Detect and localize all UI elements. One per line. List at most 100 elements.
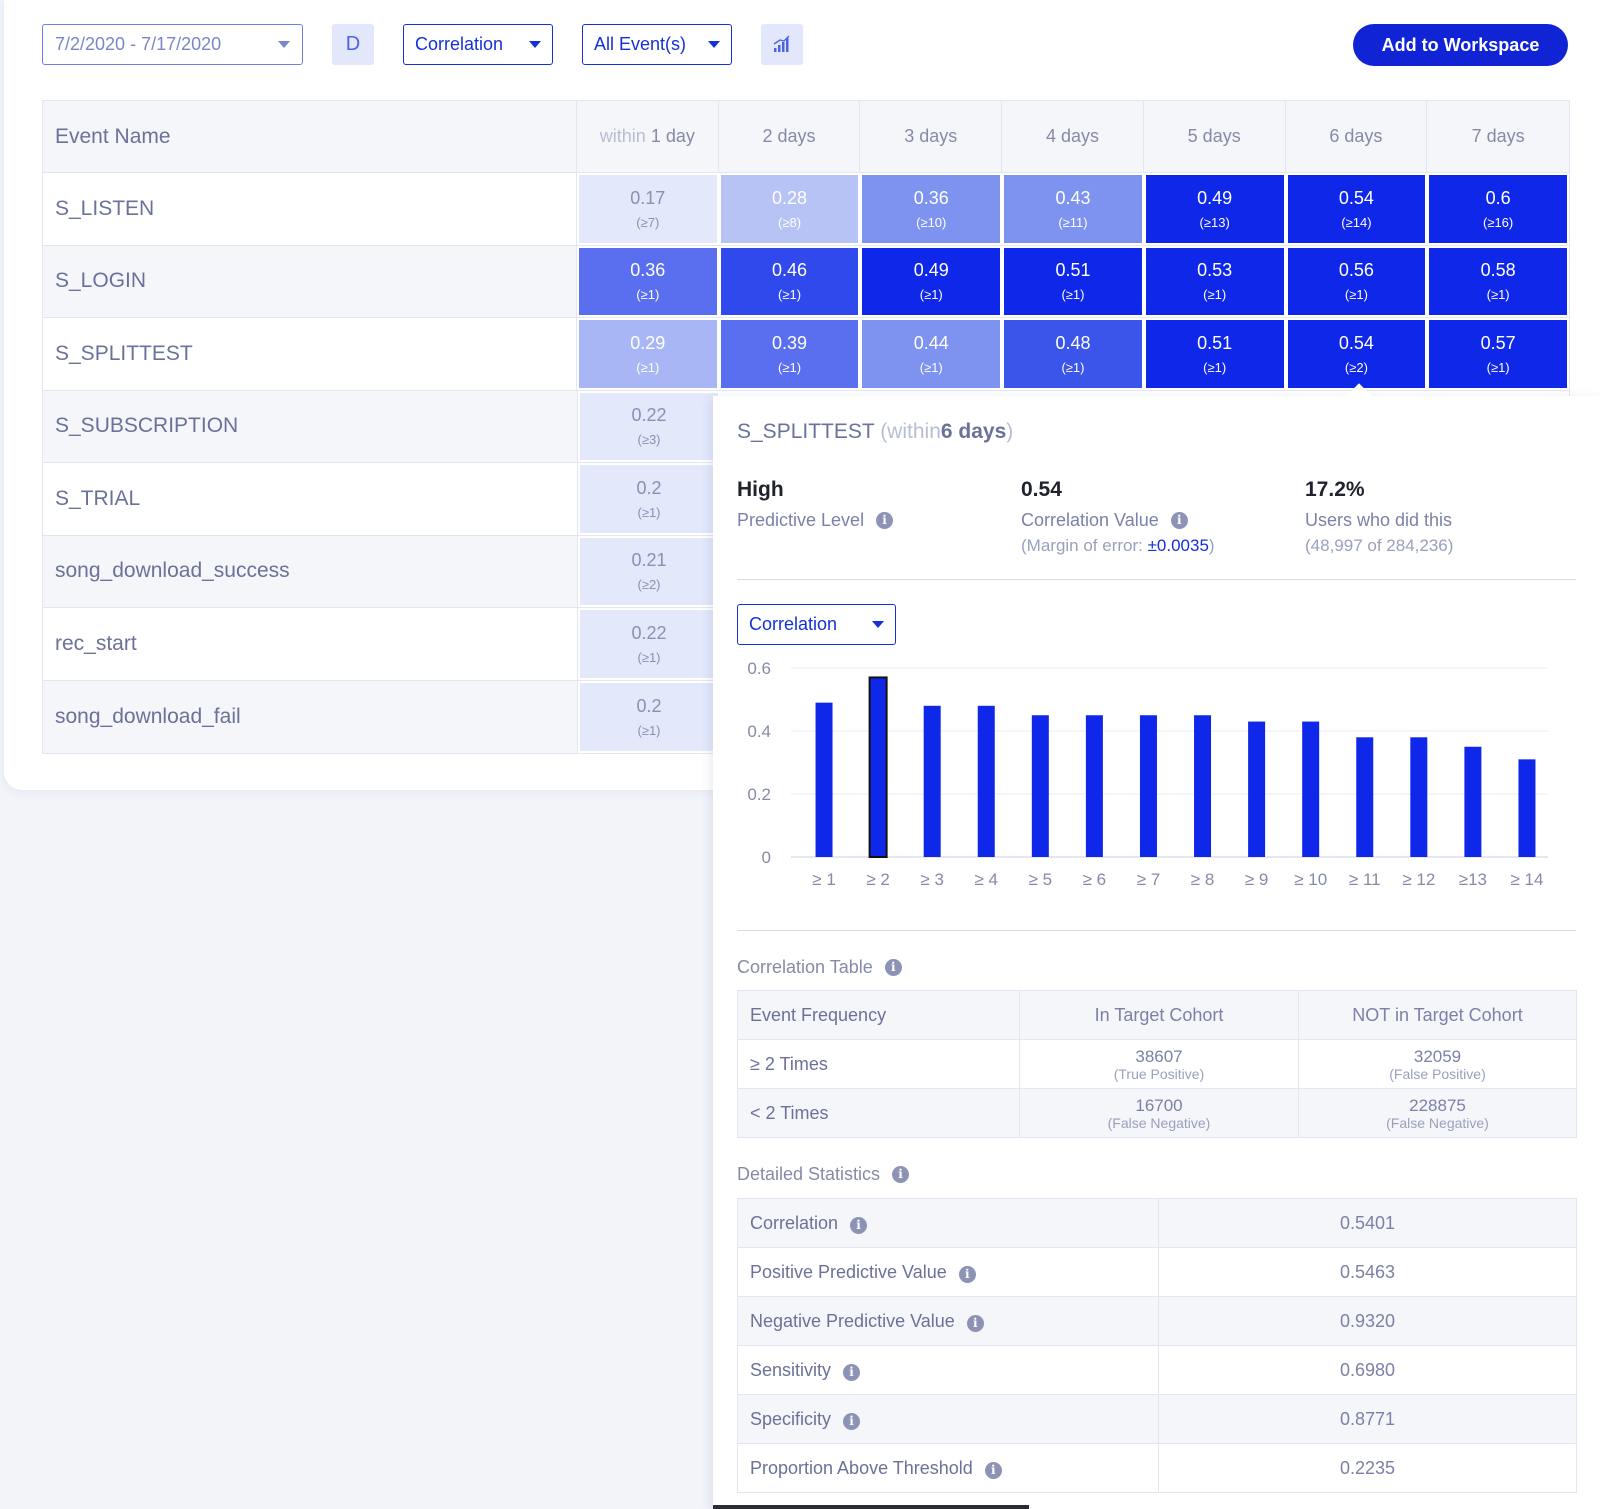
correlation-cell[interactable]: 0.17 (≥7) xyxy=(577,173,719,245)
metric-select[interactable]: Correlation xyxy=(403,24,553,65)
chart-bar[interactable] xyxy=(1031,715,1049,857)
predictive-level-label: Predictive Level xyxy=(737,510,865,530)
ct-sub: (False Negative) xyxy=(1386,1114,1489,1131)
header-column[interactable]: 4 days xyxy=(1002,101,1144,172)
add-to-workspace-button[interactable]: Add to Workspace xyxy=(1353,24,1568,66)
correlation-cell[interactable]: 0.2 (≥1) xyxy=(578,463,720,535)
header-column[interactable]: 5 days xyxy=(1144,101,1286,172)
info-icon[interactable]: i xyxy=(984,1461,1002,1479)
correlation-cell[interactable]: 0.58 (≥1) xyxy=(1427,246,1569,318)
info-icon[interactable]: i xyxy=(843,1412,861,1430)
chart-bar[interactable] xyxy=(1356,737,1374,857)
header-column[interactable]: 7 days xyxy=(1427,101,1569,172)
predictive-level-stat: High Predictive Level i xyxy=(737,478,894,531)
correlation-cell[interactable]: 0.57 (≥1) xyxy=(1427,318,1569,390)
correlation-cell[interactable]: 0.54 (≥2) xyxy=(1286,318,1428,390)
cell-value: 0.58 xyxy=(1480,260,1516,281)
correlation-cell[interactable]: 0.2 (≥1) xyxy=(578,681,720,754)
ct-cell: 38607 (True Positive) xyxy=(1019,1039,1299,1089)
chart-bar[interactable] xyxy=(868,676,888,859)
event-name[interactable]: song_download_fail xyxy=(43,680,578,753)
cell-threshold: (≥1) xyxy=(636,359,660,375)
chart-bar[interactable] xyxy=(1139,715,1157,857)
info-icon[interactable]: i xyxy=(966,1314,984,1332)
chart-bar[interactable] xyxy=(1302,721,1320,857)
chart-bar[interactable] xyxy=(923,705,941,857)
stat-value: 0.9320 xyxy=(1158,1296,1577,1346)
event-name[interactable]: rec_start xyxy=(43,608,578,680)
info-icon[interactable]: i xyxy=(843,1363,861,1381)
correlation-cell-fill: 0.43 (≥11) xyxy=(1004,175,1142,243)
correlation-cell[interactable]: 0.36 (≥1) xyxy=(577,246,719,318)
ct-sub: (False Positive) xyxy=(1389,1065,1486,1082)
event-name[interactable]: S_LOGIN xyxy=(43,245,577,317)
ct-header-not-in-target: NOT in Target Cohort xyxy=(1298,990,1577,1040)
info-icon[interactable]: i xyxy=(876,512,894,529)
chart-bar[interactable] xyxy=(1194,715,1212,857)
chart-bar[interactable] xyxy=(815,702,833,857)
cell-value: 0.49 xyxy=(1197,187,1233,208)
cell-value: 0.44 xyxy=(913,332,949,353)
correlation-cell-fill: 0.29 (≥1) xyxy=(578,320,717,388)
event-name[interactable]: song_download_success xyxy=(43,535,578,607)
date-range-picker[interactable]: 7/2/2020 - 7/17/2020 xyxy=(42,24,303,65)
info-icon[interactable]: i xyxy=(850,1216,868,1234)
correlation-cell[interactable]: 0.49 (≥1) xyxy=(860,246,1002,318)
correlation-cell[interactable]: 0.51 (≥1) xyxy=(1144,318,1286,390)
chart-bar[interactable] xyxy=(1518,759,1536,857)
x-tick-label: ≥ 14 xyxy=(1510,870,1543,889)
event-name[interactable]: S_LISTEN xyxy=(43,173,577,245)
info-icon[interactable]: i xyxy=(958,1265,976,1283)
header-column[interactable]: 2 days xyxy=(719,101,861,172)
correlation-cell[interactable]: 0.22 (≥3) xyxy=(578,391,720,463)
correlation-cell[interactable]: 0.53 (≥1) xyxy=(1144,246,1286,318)
correlation-cell[interactable]: 0.44 (≥1) xyxy=(860,318,1002,390)
margin-value: ±0.0035 xyxy=(1147,536,1209,555)
cell-value: 0.36 xyxy=(913,187,949,208)
event-name[interactable]: S_SPLITTEST xyxy=(43,318,577,390)
correlation-cell[interactable]: 0.48 (≥1) xyxy=(1002,318,1144,390)
correlation-cell[interactable]: 0.49 (≥13) xyxy=(1144,173,1286,245)
chart-bar[interactable] xyxy=(977,705,995,857)
chart-bar[interactable] xyxy=(1248,721,1266,857)
ct-cell: 32059 (False Positive) xyxy=(1298,1039,1577,1089)
chart-bar[interactable] xyxy=(1085,715,1103,857)
margin-suffix: ) xyxy=(1208,536,1215,555)
correlation-cell-fill: 0.17 (≥7) xyxy=(578,175,717,243)
correlation-cell[interactable]: 0.22 (≥1) xyxy=(578,608,720,680)
granularity-button[interactable]: D xyxy=(332,24,374,65)
info-icon[interactable]: i xyxy=(892,1166,910,1183)
users-stat: 17.2% Users who did this (48,997 of 284,… xyxy=(1305,478,1453,556)
correlation-cell[interactable]: 0.6 (≥16) xyxy=(1427,173,1569,245)
chart-bar[interactable] xyxy=(1410,737,1428,857)
correlation-cell[interactable]: 0.43 (≥11) xyxy=(1002,173,1144,245)
correlation-cell[interactable]: 0.56 (≥1) xyxy=(1286,246,1428,318)
events-select[interactable]: All Event(s) xyxy=(582,24,732,65)
correlation-cell[interactable]: 0.21 (≥2) xyxy=(578,536,720,608)
correlation-grid: Event Name within 1 day 2 days 3 days 4 days 5… xyxy=(42,100,1570,754)
correlation-cell[interactable]: 0.36 (≥10) xyxy=(860,173,1002,245)
header-column[interactable]: 3 days xyxy=(860,101,1003,172)
correlation-table-label: Correlation Table xyxy=(737,957,873,977)
popover-title: S_SPLITTEST (within6 days) xyxy=(737,420,1013,444)
chart-metric-select[interactable]: Correlation xyxy=(737,604,896,645)
header-column[interactable]: 6 days xyxy=(1286,101,1428,172)
event-name[interactable]: S_SUBSCRIPTION xyxy=(43,390,578,462)
correlation-cell[interactable]: 0.29 (≥1) xyxy=(577,318,719,390)
correlation-cell[interactable]: 0.51 (≥1) xyxy=(1002,246,1144,318)
chart-view-button[interactable] xyxy=(761,24,803,65)
table-row: ≥ 2 Times 38607 (True Positive) 32059 (Fal… xyxy=(737,1039,1577,1089)
cell-value: 0.48 xyxy=(1055,332,1091,353)
correlation-cell[interactable]: 0.46 (≥1) xyxy=(719,246,861,318)
cell-value: 0.56 xyxy=(1338,260,1374,281)
info-icon[interactable]: i xyxy=(1170,512,1188,529)
header-column[interactable]: within 1 day xyxy=(577,101,719,172)
correlation-cell-fill: 0.51 (≥1) xyxy=(1004,247,1142,315)
correlation-cell[interactable]: 0.28 (≥8) xyxy=(719,173,861,245)
event-name[interactable]: S_TRIAL xyxy=(43,463,578,535)
correlation-cell[interactable]: 0.54 (≥14) xyxy=(1286,173,1428,245)
correlation-cell[interactable]: 0.39 (≥1) xyxy=(719,318,861,390)
y-tick-label: 0.6 xyxy=(747,659,771,678)
chart-bar[interactable] xyxy=(1464,746,1482,857)
info-icon[interactable]: i xyxy=(884,959,902,976)
